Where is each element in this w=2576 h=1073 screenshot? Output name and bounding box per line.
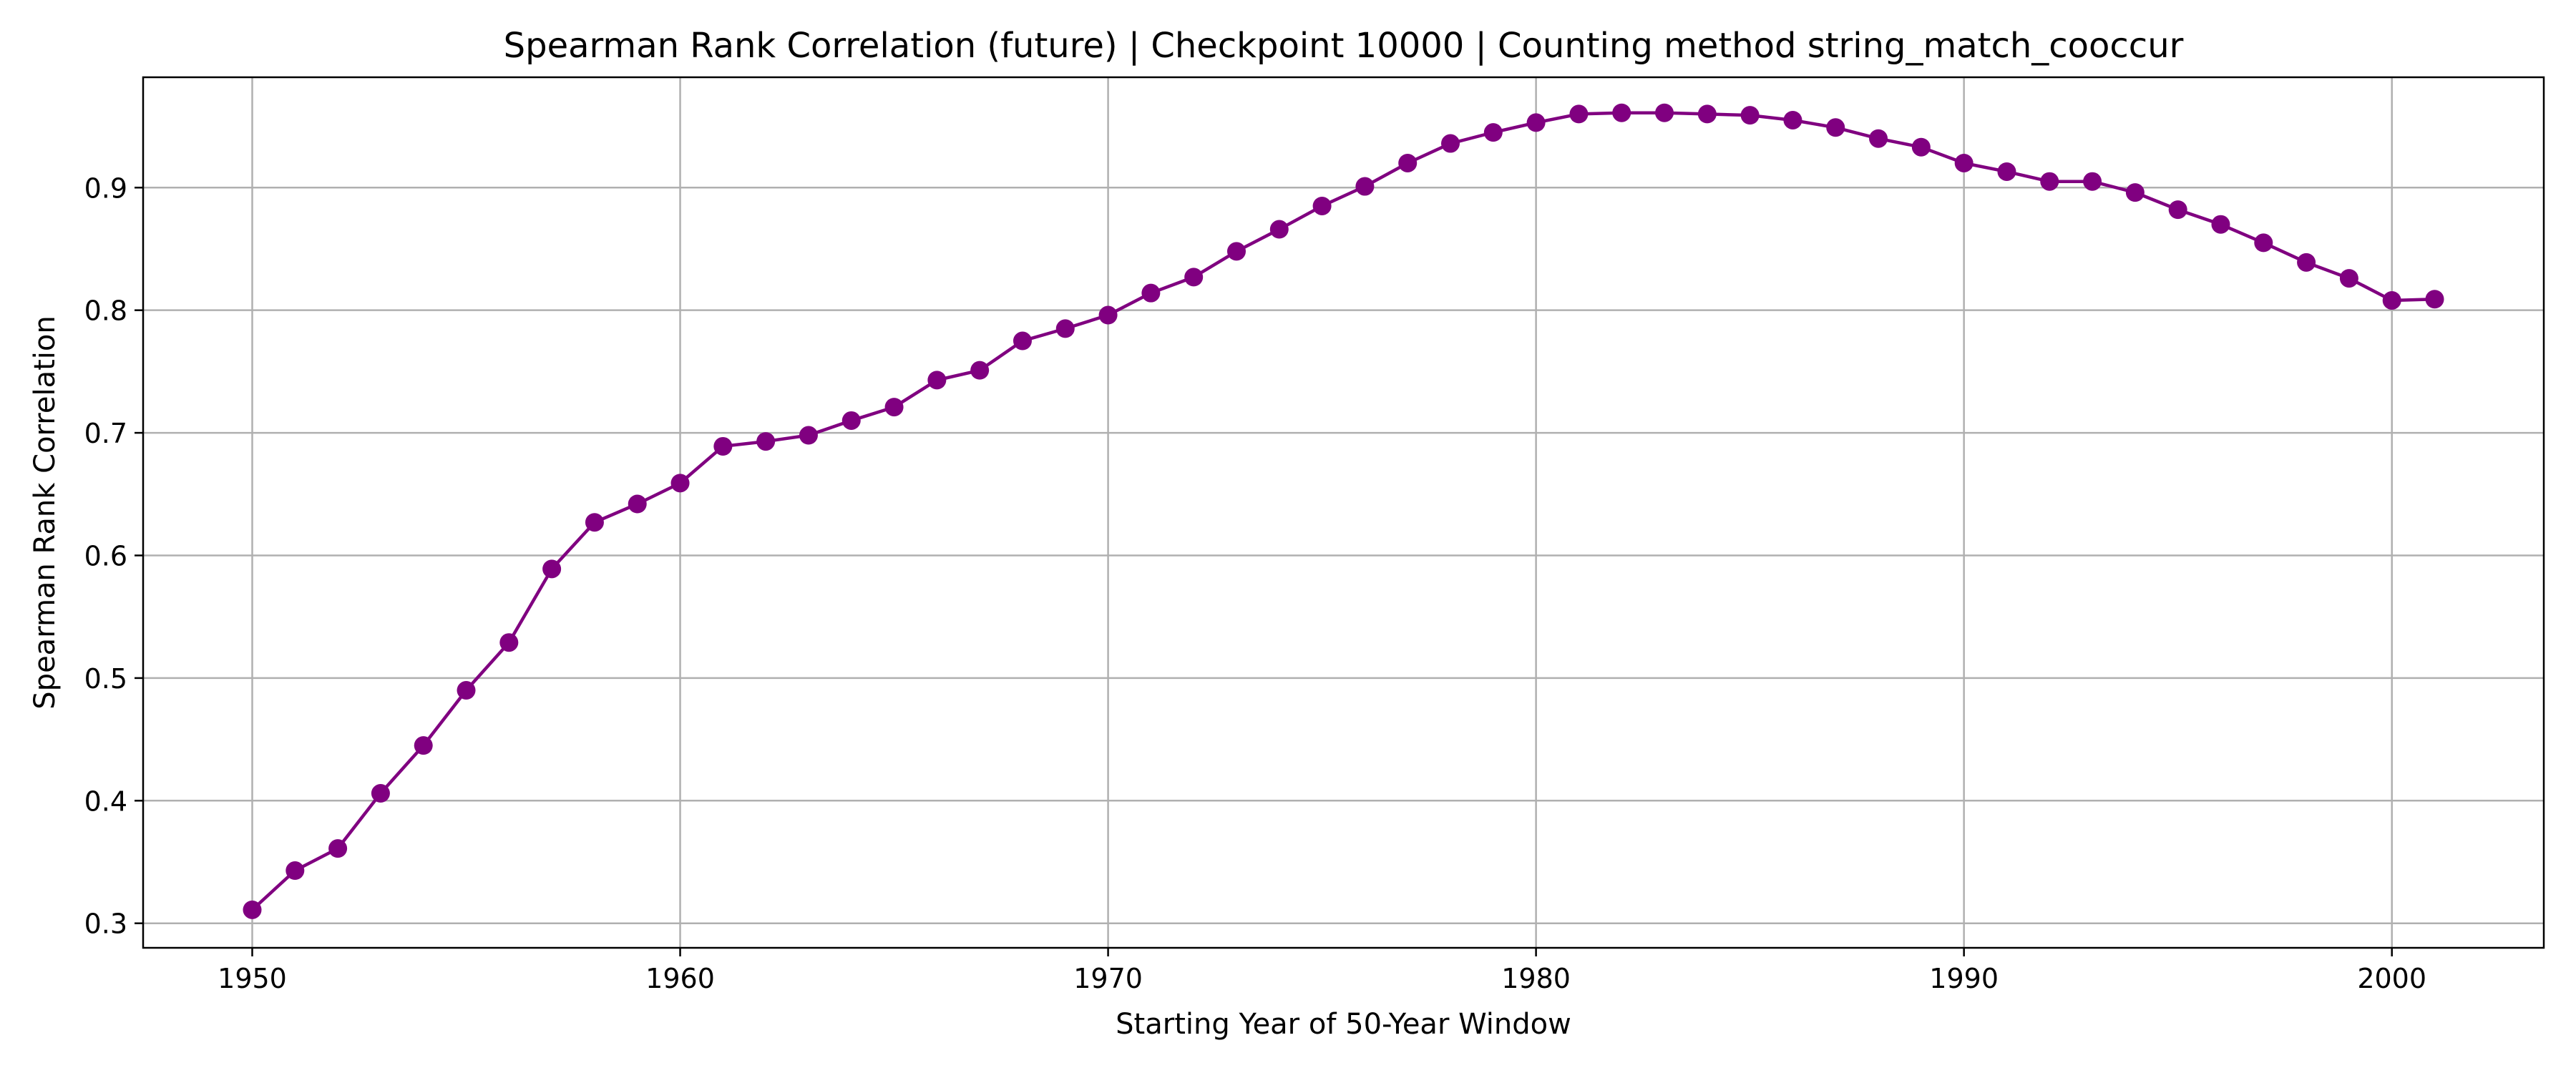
data-point bbox=[1141, 283, 1161, 303]
data-point bbox=[1569, 104, 1589, 124]
y-tick-label: 0.5 bbox=[84, 663, 127, 695]
data-point bbox=[884, 398, 904, 417]
data-point bbox=[1526, 113, 1546, 132]
data-point bbox=[2254, 233, 2273, 253]
data-point bbox=[1954, 153, 1974, 172]
data-point bbox=[2125, 183, 2145, 202]
data-point bbox=[1355, 177, 1375, 196]
data-point bbox=[2297, 253, 2316, 272]
x-tick-label: 1950 bbox=[218, 963, 287, 994]
data-point bbox=[670, 474, 690, 493]
grid-lines bbox=[143, 77, 2544, 948]
data-point bbox=[585, 513, 604, 532]
data-point bbox=[713, 436, 733, 456]
data-point bbox=[1869, 129, 1888, 148]
data-point bbox=[1184, 268, 1204, 287]
data-point bbox=[1783, 110, 1802, 129]
data-point bbox=[1483, 123, 1503, 142]
data-point bbox=[1441, 134, 1460, 153]
data-point bbox=[628, 494, 647, 514]
data-point bbox=[2339, 269, 2358, 288]
data-point bbox=[1997, 162, 2016, 181]
data-point bbox=[1098, 305, 1118, 325]
x-axis-label: Starting Year of 50-Year Window bbox=[1116, 1008, 1571, 1041]
data-point bbox=[1911, 137, 1931, 157]
data-point bbox=[286, 861, 305, 881]
data-point bbox=[2211, 215, 2230, 234]
data-point bbox=[1398, 153, 1418, 172]
data-point bbox=[1269, 220, 1289, 239]
data-point bbox=[542, 559, 562, 579]
y-tick-label: 0.4 bbox=[84, 785, 127, 817]
data-point bbox=[841, 411, 861, 430]
data-point bbox=[2083, 172, 2102, 191]
data-point bbox=[243, 900, 262, 919]
data-point bbox=[1826, 118, 1845, 137]
data-point bbox=[328, 839, 348, 858]
y-tick-label: 0.9 bbox=[84, 172, 127, 204]
data-point bbox=[1655, 103, 1674, 122]
data-point bbox=[2168, 200, 2187, 220]
x-tick-label: 1970 bbox=[1073, 963, 1143, 994]
y-tick-label: 0.6 bbox=[84, 540, 127, 572]
x-tick-label: 1960 bbox=[645, 963, 715, 994]
data-point bbox=[1226, 242, 1246, 261]
data-point bbox=[1013, 331, 1032, 351]
data-point bbox=[457, 681, 476, 700]
data-point bbox=[1740, 106, 1760, 125]
data-point bbox=[2040, 172, 2059, 191]
y-axis-ticks: 0.3 0.4 0.5 0.6 0.7 0.8 0.9 bbox=[84, 172, 143, 940]
y-tick-label: 0.8 bbox=[84, 295, 127, 327]
data-point bbox=[2425, 290, 2444, 309]
x-axis-ticks: 1950 1960 1970 1980 1990 2000 bbox=[218, 948, 2426, 994]
data-point bbox=[1055, 319, 1075, 338]
series bbox=[243, 103, 2444, 919]
data-point bbox=[2382, 290, 2401, 310]
x-tick-label: 1980 bbox=[1501, 963, 1571, 994]
data-point bbox=[414, 736, 433, 755]
y-tick-label: 0.3 bbox=[84, 908, 127, 940]
data-point bbox=[799, 426, 818, 445]
chart-title: Spearman Rank Correlation (future) | Che… bbox=[504, 26, 2184, 66]
series-line bbox=[250, 111, 2435, 911]
data-point bbox=[1612, 103, 1631, 122]
y-tick-label: 0.7 bbox=[84, 418, 127, 449]
data-point bbox=[499, 633, 519, 652]
data-point bbox=[371, 784, 390, 803]
data-point bbox=[756, 432, 776, 451]
data-point bbox=[927, 371, 947, 390]
data-point bbox=[1697, 104, 1717, 124]
y-axis-label: Spearman Rank Correlation bbox=[29, 315, 62, 709]
data-point bbox=[1312, 196, 1332, 215]
axes-frame bbox=[142, 76, 2545, 949]
x-tick-label: 1990 bbox=[1929, 963, 1999, 994]
x-tick-label: 2000 bbox=[2357, 963, 2426, 994]
data-point bbox=[970, 361, 990, 380]
